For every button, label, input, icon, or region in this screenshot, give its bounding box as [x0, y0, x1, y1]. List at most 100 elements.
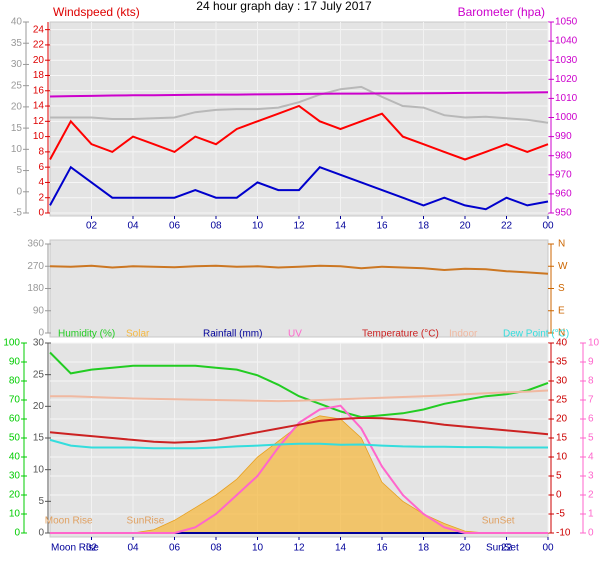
y-tick-label: 70 [9, 395, 21, 406]
y-tick-label: 990 [555, 131, 572, 142]
y-tick-label: 16 [33, 85, 45, 96]
axis-annotation: Moon Rise [51, 543, 99, 554]
y-tick-label: 5 [588, 433, 594, 444]
x-tick-label: 04 [127, 221, 139, 232]
y-tick-label: 10 [556, 452, 568, 463]
y-tick-label: 180 [27, 283, 44, 294]
line [49, 416, 549, 444]
x-tick-label: 20 [459, 543, 471, 554]
page-title: 24 hour graph day : 17 July 2017 [196, 0, 372, 13]
y-tick-label: 30 [33, 338, 45, 349]
legend-entry: Indoor [449, 329, 478, 340]
y-tick-label: 1050 [555, 17, 578, 28]
y-tick-label: 960 [555, 189, 572, 200]
y-tick-label: N [558, 328, 565, 339]
y-tick-label: 0 [38, 528, 44, 539]
annotation: SunSet [482, 516, 515, 527]
x-tick-label: 02 [86, 221, 98, 232]
annotation: Moon Rise [45, 516, 93, 527]
y-tick-label: 1040 [555, 36, 578, 47]
y-tick-label: 3 [588, 471, 594, 482]
line [49, 165, 549, 211]
x-tick-label: 18 [418, 543, 430, 554]
y-tick-label: 50 [9, 433, 21, 444]
y-tick-label: 0 [38, 328, 44, 339]
x-tick-label: 12 [293, 543, 305, 554]
y-tick-label: 4 [588, 452, 594, 463]
line [49, 104, 549, 161]
y-tick-label: 15 [11, 123, 23, 134]
y-tick-label: 0 [14, 528, 20, 539]
y-tick-label: 35 [11, 38, 23, 49]
y-tick-label: 40 [11, 17, 23, 28]
x-tick-label: 10 [252, 543, 264, 554]
y-tick-label: -10 [556, 528, 571, 539]
y-tick-label: 5 [556, 471, 562, 482]
y-tick-label: 5 [38, 496, 44, 507]
y-tick-label: 10 [33, 131, 45, 142]
y-tick-label: 360 [27, 239, 44, 250]
y-tick-label: 7 [588, 395, 594, 406]
x-tick-label: 16 [376, 543, 388, 554]
y-tick-label: 15 [556, 433, 568, 444]
y-tick-label: 0 [588, 528, 594, 539]
y-tick-label: -5 [556, 509, 565, 520]
axis-title: Windspeed (kts) [53, 5, 140, 19]
line [50, 389, 549, 403]
line [49, 351, 549, 419]
y-tick-label: 1000 [555, 112, 578, 123]
y-tick-label: 20 [33, 401, 45, 412]
y-tick-label: 6 [588, 414, 594, 425]
y-tick-label: 24 [33, 24, 45, 35]
y-tick-label: 5 [16, 165, 22, 176]
x-tick-label: 22 [501, 221, 513, 232]
line [49, 438, 548, 450]
x-tick-label: 20 [459, 221, 471, 232]
y-tick-label: 0 [38, 208, 44, 219]
x-tick-label: 12 [293, 221, 305, 232]
y-tick-label: 270 [27, 261, 44, 272]
legend-entry: Humidity (%) [58, 329, 115, 340]
y-tick-label: 6 [38, 162, 44, 173]
y-tick-label: 980 [555, 150, 572, 161]
y-tick-label: 22 [33, 40, 45, 51]
y-tick-label: 8 [38, 147, 44, 158]
y-tick-label: 1 [588, 509, 594, 520]
axis-title: Barometer (hpa) [458, 5, 545, 19]
y-tick-label: 1010 [555, 93, 578, 104]
y-tick-label: 20 [11, 102, 23, 113]
y-tick-label: 0 [16, 186, 22, 197]
y-tick-label: S [558, 283, 565, 294]
y-tick-label: 25 [11, 80, 23, 91]
y-tick-label: 90 [9, 357, 21, 368]
x-tick-label: 10 [252, 221, 264, 232]
x-tick-label: 08 [210, 543, 222, 554]
x-tick-label: 06 [169, 221, 181, 232]
legend-entry: Temperature (°C) [362, 329, 439, 340]
y-tick-label: 30 [9, 471, 21, 482]
y-tick-label: 0 [556, 490, 562, 501]
x-tick-label: 02 [86, 543, 98, 554]
axis-annotation: SunSet [486, 543, 519, 554]
y-tick-label: 40 [9, 452, 21, 463]
line [49, 91, 549, 98]
y-tick-label: 2 [38, 192, 44, 203]
y-tick-label: 100 [3, 338, 20, 349]
y-tick-label: 970 [555, 169, 572, 180]
y-tick-label: 10 [588, 338, 600, 349]
y-tick-label: 20 [556, 414, 568, 425]
legend-entry: Rainfall (mm) [203, 329, 262, 340]
y-tick-label: 1020 [555, 74, 578, 85]
y-tick-label: 20 [33, 55, 45, 66]
x-tick-label: 08 [210, 221, 222, 232]
legend-entry: UV [288, 329, 302, 340]
y-tick-label: 90 [33, 305, 45, 316]
y-tick-label: 30 [556, 376, 568, 387]
y-tick-label: 80 [9, 376, 21, 387]
x-tick-label: 14 [335, 221, 347, 232]
line [50, 85, 549, 124]
x-tick-label: 22 [501, 543, 513, 554]
plot-background [49, 239, 549, 338]
y-tick-label: 15 [33, 433, 45, 444]
